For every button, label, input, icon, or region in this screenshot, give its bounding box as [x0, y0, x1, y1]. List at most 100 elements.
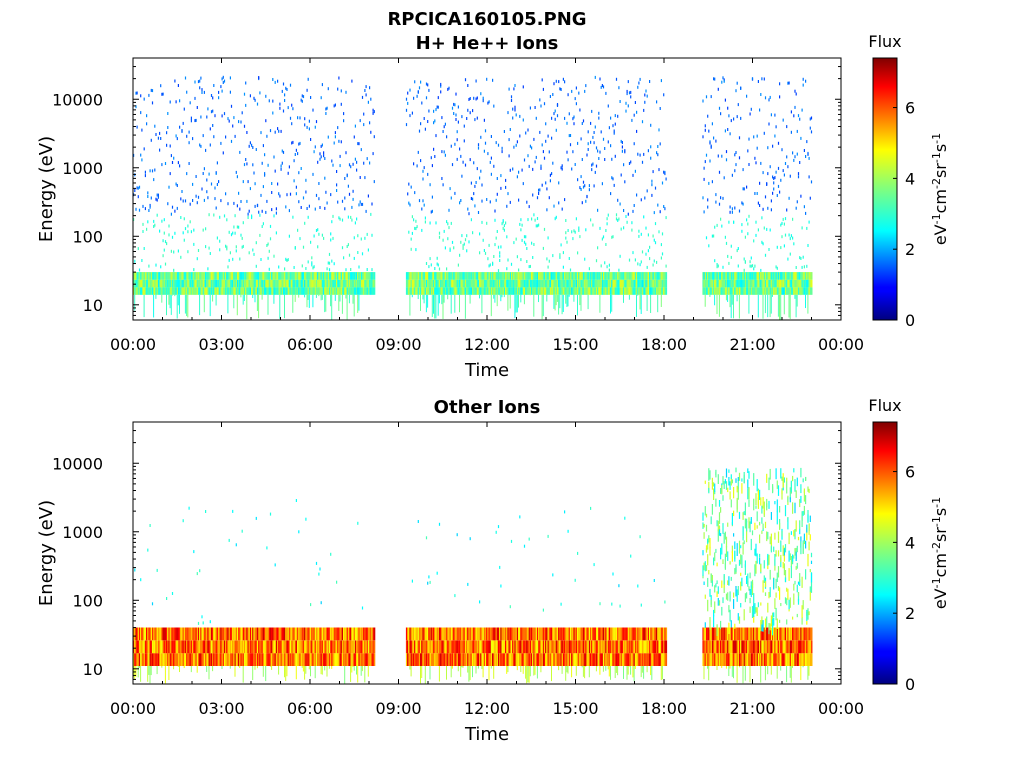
- flux-cell: [536, 653, 539, 666]
- flux-cell: [430, 279, 433, 288]
- flux-cell: [192, 279, 194, 288]
- flux-cell: [411, 579, 413, 583]
- flux-cell: [446, 279, 448, 288]
- flux-cell: [367, 287, 370, 295]
- flux-cell: [434, 653, 436, 666]
- flux-cell: [548, 279, 551, 288]
- flux-cell: [340, 140, 342, 144]
- flux-cell: [312, 287, 314, 295]
- flux-cell: [497, 272, 500, 280]
- flux-cell: [567, 93, 569, 97]
- flux-cell: [473, 192, 475, 196]
- flux-cell: [133, 153, 135, 157]
- flux-cell: [361, 287, 364, 295]
- flux-cell: [413, 162, 415, 166]
- flux-cell: [251, 214, 253, 218]
- flux-cell: [784, 279, 787, 288]
- flux-cell: [703, 166, 705, 170]
- flux-cell: [162, 239, 164, 243]
- flux-cell: [645, 272, 647, 280]
- flux-cell: [146, 272, 148, 280]
- flux-cell: [602, 137, 605, 141]
- flux-cell: [431, 279, 434, 288]
- flux-cell: [431, 653, 434, 666]
- flux-cell: [201, 287, 203, 295]
- flux-cell: [709, 272, 711, 280]
- flux-cell: [197, 653, 200, 666]
- flux-cell: [514, 108, 516, 112]
- flux-cell: [737, 247, 739, 250]
- flux-cell: [707, 540, 709, 550]
- flux-cell: [345, 90, 347, 94]
- flux-cell: [705, 153, 708, 157]
- flux-cell: [773, 187, 775, 191]
- flux-cell: [556, 114, 559, 118]
- flux-cell: [245, 81, 247, 85]
- flux-cell: [606, 272, 609, 280]
- flux-cell: [556, 272, 559, 280]
- flux-cell: [566, 294, 568, 307]
- flux-cell: [608, 287, 611, 295]
- flux-cell: [479, 251, 481, 255]
- flux-cell: [536, 640, 539, 654]
- flux-cell: [356, 653, 358, 666]
- flux-cell: [409, 88, 411, 92]
- flux-cell: [215, 627, 218, 641]
- flux-cell: [704, 627, 707, 641]
- flux-cell: [558, 666, 560, 671]
- flux-cell: [448, 627, 450, 641]
- flux-cell: [457, 120, 459, 124]
- flux-cell: [417, 287, 420, 295]
- flux-cell: [636, 640, 638, 654]
- flux-cell: [486, 287, 488, 295]
- flux-cell: [593, 184, 595, 188]
- flux-cell: [258, 279, 260, 288]
- flux-cell: [194, 119, 196, 123]
- flux-cell: [161, 653, 163, 666]
- flux-cell: [762, 294, 764, 319]
- flux-cell: [633, 113, 635, 117]
- flux-cell: [777, 141, 780, 145]
- flux-cell: [446, 640, 448, 654]
- flux-cell: [189, 272, 192, 280]
- flux-cell: [307, 627, 310, 641]
- flux-cell: [292, 272, 294, 280]
- flux-cell: [267, 163, 269, 167]
- flux-cell: [466, 640, 468, 654]
- flux-cell: [531, 241, 533, 245]
- flux-cell: [480, 279, 482, 288]
- flux-cell: [568, 272, 571, 280]
- flux-cell: [313, 234, 315, 238]
- flux-cell: [606, 627, 609, 641]
- flux-cell: [534, 106, 536, 109]
- flux-cell: [640, 640, 643, 654]
- flux-cell: [321, 294, 323, 300]
- flux-cell: [372, 279, 375, 288]
- flux-cell: [318, 272, 320, 280]
- flux-cell: [640, 279, 643, 288]
- flux-cell: [468, 653, 470, 666]
- flux-cell: [641, 653, 644, 666]
- flux-cell: [707, 666, 709, 669]
- flux-cell: [228, 119, 230, 123]
- flux-cell: [202, 640, 205, 654]
- flux-cell: [336, 183, 338, 187]
- flux-cell: [441, 116, 443, 120]
- flux-cell: [494, 218, 496, 222]
- flux-cell: [370, 279, 372, 288]
- flux-cell: [352, 653, 355, 666]
- flux-cell: [456, 279, 459, 288]
- flux-cell: [512, 279, 514, 288]
- flux-cell: [709, 294, 711, 297]
- flux-cell: [183, 653, 186, 666]
- flux-cell: [450, 666, 452, 678]
- flux-cell: [503, 228, 505, 232]
- flux-cell: [658, 230, 660, 234]
- flux-cell: [143, 287, 146, 295]
- flux-cell: [760, 287, 762, 295]
- flux-cell: [718, 170, 721, 174]
- flux-cell: [206, 653, 208, 666]
- flux-cell: [631, 228, 633, 232]
- flux-cell: [189, 287, 192, 295]
- flux-cell: [245, 653, 247, 666]
